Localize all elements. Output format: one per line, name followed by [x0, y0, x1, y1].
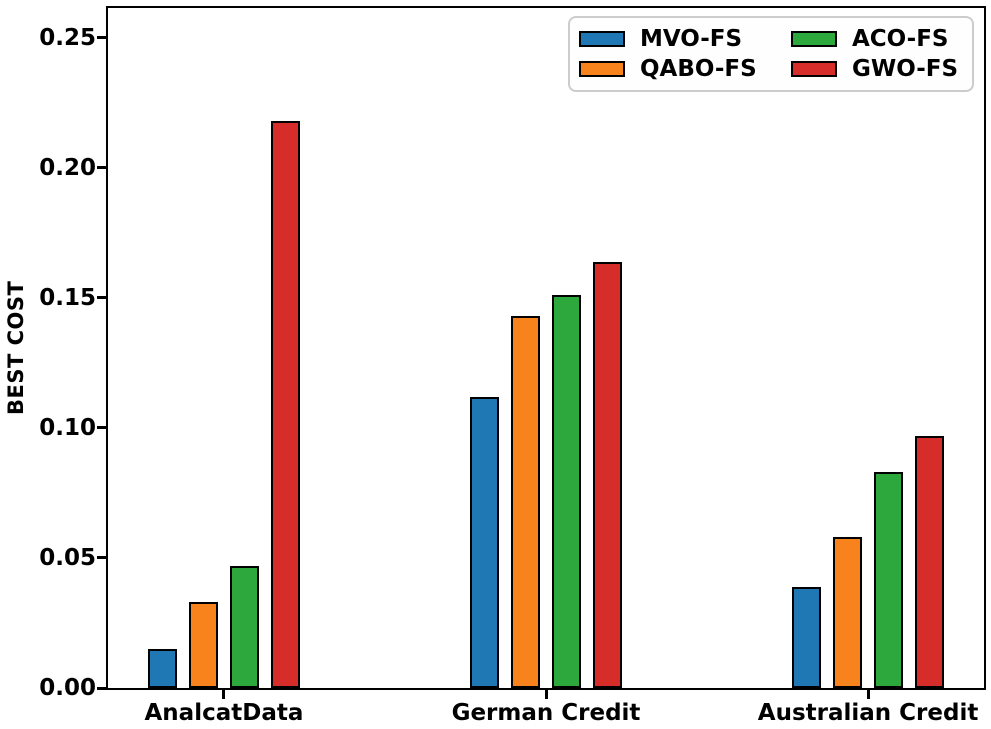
legend-item: GWO-FS: [791, 56, 962, 82]
x-tick-label: German Credit: [451, 700, 641, 726]
y-tick-mark: [97, 426, 106, 430]
x-tick-mark: [866, 690, 870, 699]
legend-label: GWO-FS: [852, 56, 959, 82]
y-tick-label: 0.20: [39, 154, 96, 181]
bar-GWO-FS-German Credit: [592, 261, 622, 688]
legend-label: QABO-FS: [640, 56, 757, 82]
y-tick-label: 0.05: [39, 544, 96, 571]
bar-ACO-FS-German Credit: [552, 295, 581, 688]
y-tick-mark: [97, 556, 106, 560]
y-tick-label: 0.15: [39, 284, 96, 311]
x-tick-mark: [222, 690, 226, 699]
legend-swatch-MVO-FS: [579, 31, 625, 47]
legend-swatch-GWO-FS: [791, 61, 837, 77]
y-tick-mark: [97, 36, 106, 40]
legend-swatch-QABO-FS: [579, 61, 625, 77]
bar-QABO-FS-AnalcatData: [188, 602, 218, 688]
legend-label: ACO-FS: [852, 26, 949, 52]
y-tick-mark: [97, 166, 106, 170]
legend: MVO-FS QABO-FS ACO-FS GWO-FS: [568, 16, 974, 92]
y-tick-label: 0.25: [39, 24, 96, 51]
plot-area: [106, 6, 986, 690]
y-axis-title: BEST COST: [4, 280, 28, 416]
legend-item: QABO-FS: [579, 56, 791, 82]
x-tick-label: Australian Credit: [757, 700, 979, 726]
legend-item: MVO-FS: [579, 26, 791, 52]
bar-QABO-FS-German Credit: [511, 316, 540, 688]
x-tick-mark: [544, 690, 548, 699]
bar-MVO-FS-AnalcatData: [147, 648, 177, 688]
bar-MVO-FS-Australian Credit: [792, 586, 822, 688]
y-tick-mark: [97, 296, 106, 300]
legend-label: MVO-FS: [640, 26, 743, 52]
x-tick-label: AnalcatData: [144, 700, 304, 726]
y-tick-mark: [97, 686, 106, 690]
y-tick-label: 0.00: [39, 675, 96, 701]
bar-MVO-FS-German Credit: [470, 396, 499, 688]
y-tick-label: 0.10: [39, 414, 96, 441]
legend-swatch-ACO-FS: [791, 31, 837, 47]
bar-ACO-FS-AnalcatData: [229, 565, 259, 688]
bar-GWO-FS-Australian Credit: [915, 435, 945, 688]
bar-QABO-FS-Australian Credit: [833, 537, 863, 688]
legend-item: ACO-FS: [791, 26, 962, 52]
bar-ACO-FS-Australian Credit: [874, 472, 904, 688]
bar-GWO-FS-AnalcatData: [270, 121, 300, 688]
